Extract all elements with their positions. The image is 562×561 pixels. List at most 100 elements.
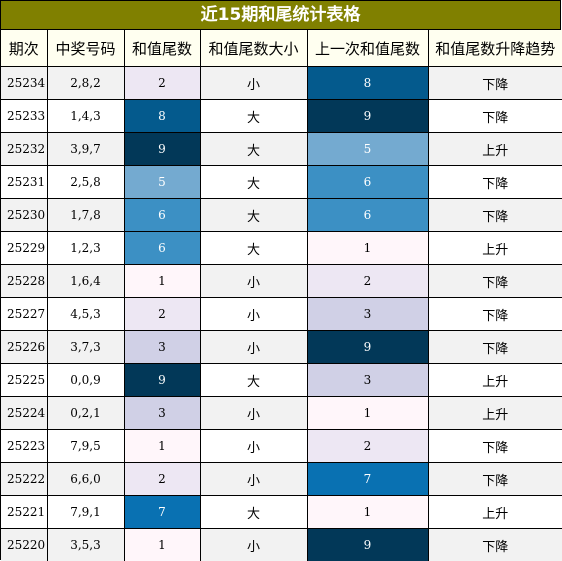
cell-prev-tail: 2 xyxy=(306,429,429,463)
cell-trend: 下降 xyxy=(427,198,562,232)
cell-period: 25223 xyxy=(1,429,48,463)
table-body: 25234 2,8,2 2 小 8 下降 25233 1,4,3 8 大 9 下降 25232 3,9,7… xyxy=(1,66,562,561)
cell-numbers: 1,7,8 xyxy=(46,198,125,232)
cell-prev-tail: 5 xyxy=(306,132,429,166)
cell-tail: 9 xyxy=(123,363,201,397)
cell-trend: 下降 xyxy=(427,99,562,133)
cell-trend: 下降 xyxy=(427,528,562,561)
cell-size: 小 xyxy=(199,264,308,298)
table-row: 25234 2,8,2 2 小 8 下降 xyxy=(1,66,562,100)
header-prev-tail: 上一次和值尾数 xyxy=(306,30,429,67)
cell-tail: 3 xyxy=(123,396,201,430)
cell-size: 大 xyxy=(199,99,308,133)
table-row: 25223 7,9,5 1 小 2 下降 xyxy=(1,429,562,463)
cell-period: 25225 xyxy=(1,363,48,397)
cell-tail: 3 xyxy=(123,330,201,364)
cell-numbers: 7,9,5 xyxy=(46,429,125,463)
cell-tail: 1 xyxy=(123,264,201,298)
cell-period: 25233 xyxy=(1,99,48,133)
cell-trend: 上升 xyxy=(427,396,562,430)
cell-period: 25228 xyxy=(1,264,48,298)
cell-prev-tail: 3 xyxy=(306,297,429,331)
cell-prev-tail: 2 xyxy=(306,264,429,298)
cell-size: 大 xyxy=(199,165,308,199)
cell-size: 大 xyxy=(199,198,308,232)
table-row: 25228 1,6,4 1 小 2 下降 xyxy=(1,264,562,298)
cell-prev-tail: 9 xyxy=(306,528,429,561)
cell-trend: 下降 xyxy=(427,297,562,331)
table-row: 25232 3,9,7 9 大 5 上升 xyxy=(1,132,562,166)
cell-numbers: 0,2,1 xyxy=(46,396,125,430)
table-row: 25224 0,2,1 3 小 1 上升 xyxy=(1,396,562,430)
cell-size: 小 xyxy=(199,462,308,496)
table-row: 25220 3,5,3 1 小 9 下降 xyxy=(1,528,562,561)
cell-prev-tail: 1 xyxy=(306,396,429,430)
cell-size: 大 xyxy=(199,132,308,166)
cell-period: 25227 xyxy=(1,297,48,331)
cell-tail: 2 xyxy=(123,297,201,331)
header-row: 期次 中奖号码 和值尾数 和值尾数大小 上一次和值尾数 和值尾数升降趋势 xyxy=(1,30,562,67)
table-row: 25229 1,2,3 6 大 1 上升 xyxy=(1,231,562,265)
table-row: 25231 2,5,8 5 大 6 下降 xyxy=(1,165,562,199)
cell-period: 25226 xyxy=(1,330,48,364)
cell-period: 25224 xyxy=(1,396,48,430)
cell-numbers: 1,2,3 xyxy=(46,231,125,265)
cell-period: 25221 xyxy=(1,495,48,529)
cell-prev-tail: 9 xyxy=(306,99,429,133)
cell-period: 25222 xyxy=(1,462,48,496)
cell-tail: 9 xyxy=(123,132,201,166)
cell-numbers: 2,5,8 xyxy=(46,165,125,199)
cell-size: 小 xyxy=(199,330,308,364)
cell-prev-tail: 7 xyxy=(306,462,429,496)
cell-size: 小 xyxy=(199,429,308,463)
cell-numbers: 7,9,1 xyxy=(46,495,125,529)
table-row: 25227 4,5,3 2 小 3 下降 xyxy=(1,297,562,331)
cell-size: 小 xyxy=(199,396,308,430)
cell-numbers: 0,0,9 xyxy=(46,363,125,397)
cell-period: 25234 xyxy=(1,66,48,100)
cell-trend: 下降 xyxy=(427,429,562,463)
cell-prev-tail: 1 xyxy=(306,495,429,529)
cell-tail: 1 xyxy=(123,429,201,463)
header-tail: 和值尾数 xyxy=(123,30,201,67)
cell-size: 小 xyxy=(199,528,308,561)
cell-tail: 8 xyxy=(123,99,201,133)
cell-size: 小 xyxy=(199,297,308,331)
table-title: 近15期和尾统计表格 xyxy=(1,1,560,30)
cell-prev-tail: 3 xyxy=(306,363,429,397)
cell-tail: 2 xyxy=(123,462,201,496)
cell-tail: 5 xyxy=(123,165,201,199)
cell-trend: 上升 xyxy=(427,231,562,265)
cell-numbers: 1,6,4 xyxy=(46,264,125,298)
cell-numbers: 1,4,3 xyxy=(46,99,125,133)
header-size: 和值尾数大小 xyxy=(199,30,308,67)
cell-size: 大 xyxy=(199,495,308,529)
cell-period: 25232 xyxy=(1,132,48,166)
header-trend: 和值尾数升降趋势 xyxy=(427,30,562,67)
cell-prev-tail: 6 xyxy=(306,198,429,232)
cell-trend: 下降 xyxy=(427,330,562,364)
table-row: 25226 3,7,3 3 小 9 下降 xyxy=(1,330,562,364)
cell-tail: 6 xyxy=(123,231,201,265)
cell-prev-tail: 9 xyxy=(306,330,429,364)
cell-size: 大 xyxy=(199,363,308,397)
cell-trend: 上升 xyxy=(427,363,562,397)
table-row: 25225 0,0,9 9 大 3 上升 xyxy=(1,363,562,397)
cell-period: 25230 xyxy=(1,198,48,232)
cell-trend: 下降 xyxy=(427,66,562,100)
cell-prev-tail: 6 xyxy=(306,165,429,199)
cell-prev-tail: 8 xyxy=(306,66,429,100)
cell-tail: 2 xyxy=(123,66,201,100)
cell-trend: 上升 xyxy=(427,495,562,529)
cell-period: 25229 xyxy=(1,231,48,265)
table-row: 25222 6,6,0 2 小 7 下降 xyxy=(1,462,562,496)
cell-size: 大 xyxy=(199,231,308,265)
cell-numbers: 2,8,2 xyxy=(46,66,125,100)
header-numbers: 中奖号码 xyxy=(46,30,125,67)
cell-period: 25231 xyxy=(1,165,48,199)
cell-numbers: 3,5,3 xyxy=(46,528,125,561)
table-row: 25221 7,9,1 7 大 1 上升 xyxy=(1,495,562,529)
header-period: 期次 xyxy=(1,30,48,67)
table-row: 25233 1,4,3 8 大 9 下降 xyxy=(1,99,562,133)
